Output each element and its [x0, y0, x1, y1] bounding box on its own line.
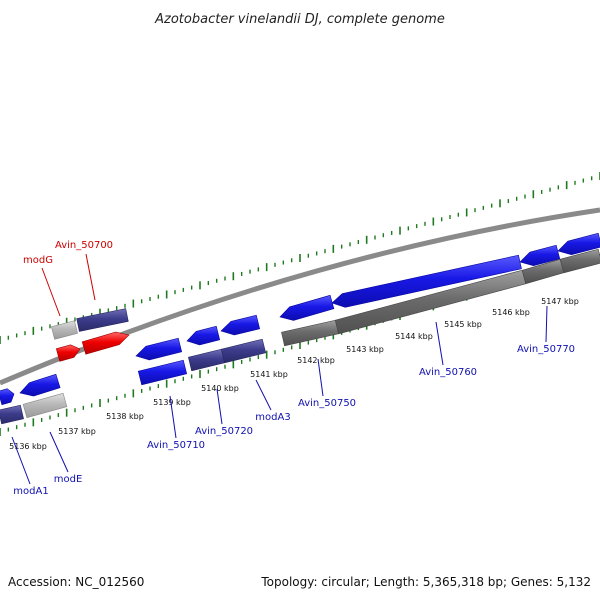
scale-label: 5140 kbp [201, 384, 239, 393]
gene-feature [279, 294, 335, 321]
gene-feature [19, 373, 61, 397]
scale-label: 5147 kbp [541, 297, 579, 306]
gene-label-leader [435, 321, 444, 366]
gene-label: Avin_50770 [517, 344, 575, 355]
gene-label: modG [23, 255, 53, 266]
gene-feature [81, 331, 130, 355]
gene-label-leader [49, 431, 69, 473]
genome-summary-text: Topology: circular; Length: 5,365,318 bp… [260, 575, 591, 589]
gene-feature [559, 248, 600, 274]
gene-feature [137, 359, 188, 386]
outer-tick-track [0, 172, 600, 344]
gene-features [0, 232, 600, 425]
gene-feature [55, 344, 81, 362]
scale-label: 5145 kbp [444, 320, 482, 329]
gene-label: Avin_50720 [195, 426, 253, 437]
gene-label-leader [85, 253, 96, 301]
gene-feature [519, 244, 561, 267]
gene-feature [281, 319, 339, 347]
gene-feature [220, 314, 261, 336]
scale-label: 5143 kbp [346, 345, 384, 354]
gene-feature [135, 337, 183, 361]
gene-feature [76, 308, 129, 332]
gene-label-leader [216, 388, 223, 425]
gene-label-leader [169, 395, 177, 439]
accession-text: Accession: NC_012560 [8, 575, 144, 589]
map-title: Azotobacter vinelandii DJ, complete geno… [154, 12, 445, 27]
gene-label-leader [545, 305, 548, 343]
gene-feature [0, 388, 15, 406]
scale-label: 5137 kbp [58, 427, 96, 436]
scale-label: 5144 kbp [395, 332, 433, 341]
gene-label-leader [41, 267, 61, 317]
gene-feature [51, 320, 78, 340]
gene-label: Avin_50750 [298, 398, 356, 409]
scale-labels: 5136 kbp 5137 kbp 5138 kbp 5139 kbp 5140 kbp… [9, 297, 579, 451]
gene-feature [22, 392, 68, 419]
gene-label: modE [54, 474, 83, 485]
gene-label: Avin_50710 [147, 440, 205, 451]
gene-feature [186, 325, 221, 346]
scale-label: 5141 kbp [250, 370, 288, 379]
scale-label: 5136 kbp [9, 442, 47, 451]
scale-label: 5146 kbp [492, 308, 530, 317]
gene-label-leader [11, 436, 31, 485]
gene-label-leader [317, 358, 324, 397]
scale-label: 5142 kbp [297, 356, 335, 365]
scale-label: 5139 kbp [153, 398, 191, 407]
gene-label-leader [255, 379, 272, 411]
gene-feature [220, 338, 267, 364]
gene-feature [0, 404, 24, 425]
gene-feature [188, 348, 225, 372]
scale-label: 5138 kbp [106, 412, 144, 421]
gene-label: modA3 [255, 412, 290, 423]
gene-label: Avin_50700 [55, 240, 113, 251]
gene-label: modA1 [13, 486, 48, 497]
gene-label: Avin_50760 [419, 367, 477, 378]
gene-feature [557, 232, 600, 256]
